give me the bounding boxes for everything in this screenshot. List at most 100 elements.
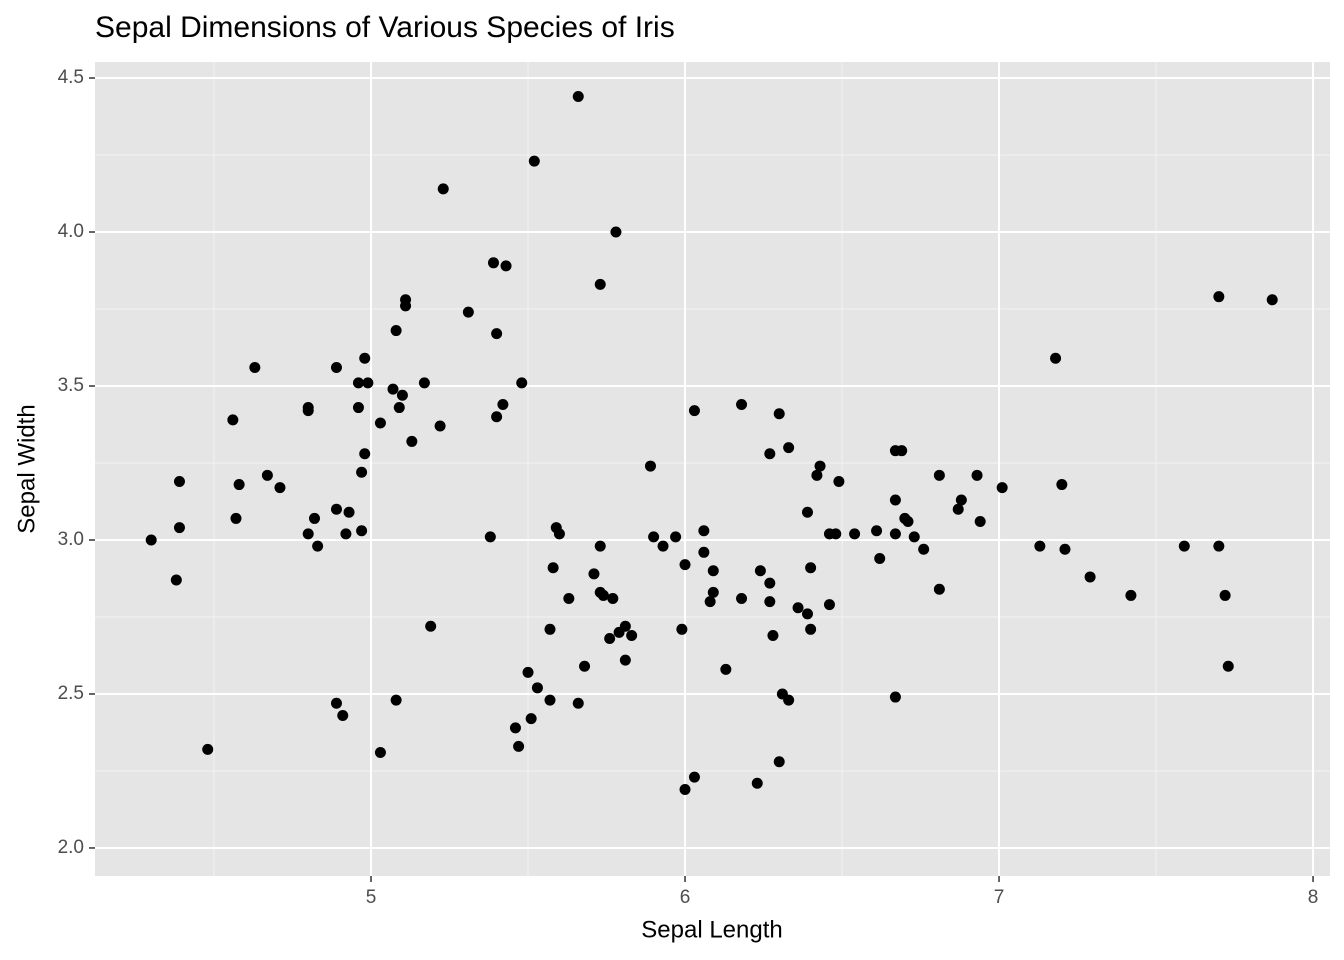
point [462,306,474,318]
point [274,482,286,494]
point [484,531,496,543]
x-tick-label: 6 [680,887,691,908]
y-tick-label: 2.5 [58,683,84,704]
x-tick-label: 5 [366,887,377,908]
point [610,226,622,238]
point [434,420,446,432]
point [425,620,437,632]
point [374,746,386,758]
point [528,155,540,167]
y-tick-label: 4.5 [58,67,84,88]
point [1050,352,1062,364]
point [544,623,556,635]
point [572,697,584,709]
point [764,596,776,608]
point [356,525,368,537]
point [525,713,537,725]
point [516,377,528,389]
y-axis-title: Sepal Width [13,404,40,533]
point [773,756,785,768]
point [531,682,543,694]
point [955,494,967,506]
point [597,589,609,601]
point [679,559,691,571]
point [396,389,408,401]
point [996,482,1008,494]
y-tick-label: 4.0 [58,221,84,242]
point [830,528,842,540]
point [390,325,402,337]
point [594,278,606,290]
point [823,599,835,611]
point [202,743,214,755]
point [170,574,182,586]
point [1219,589,1231,601]
point [233,479,245,491]
point [619,620,631,632]
point [626,629,638,641]
point [754,565,766,577]
point [871,525,883,537]
point [1059,543,1071,555]
point [261,469,273,481]
point [356,466,368,478]
point [588,568,600,580]
point [783,442,795,454]
point [698,525,710,537]
point [249,362,261,374]
point [302,405,314,417]
point [811,469,823,481]
point [676,623,688,635]
point [418,377,430,389]
point [374,417,386,429]
point [648,531,660,543]
point [644,460,656,472]
y-tick-label: 3.5 [58,375,84,396]
point [604,633,616,645]
point [933,583,945,595]
point [704,596,716,608]
point [513,740,525,752]
point [801,608,813,620]
point [688,771,700,783]
point [340,528,352,540]
point [657,540,669,552]
point [707,565,719,577]
point [1125,589,1137,601]
point [764,577,776,589]
point [390,694,402,706]
point [487,257,499,269]
point [720,663,732,675]
point [359,352,371,364]
point [805,562,817,574]
point [227,414,239,426]
point [352,402,364,414]
point [773,408,785,420]
point [1266,294,1278,306]
point [491,411,503,423]
point [801,506,813,518]
point [908,531,920,543]
point [688,405,700,417]
grid [95,62,1330,876]
point [230,512,242,524]
point [544,694,556,706]
point [833,475,845,487]
point [359,448,371,460]
point [497,398,509,410]
point [783,694,795,706]
point [173,522,185,534]
point [362,377,374,389]
point [933,469,945,481]
y-tick-label: 3.0 [58,529,84,550]
chart-title: Sepal Dimensions of Various Species of I… [95,11,675,44]
point [173,475,185,487]
point [437,183,449,195]
point [1178,540,1190,552]
point [563,593,575,605]
point [547,562,559,574]
point [767,629,779,641]
point [874,552,886,564]
